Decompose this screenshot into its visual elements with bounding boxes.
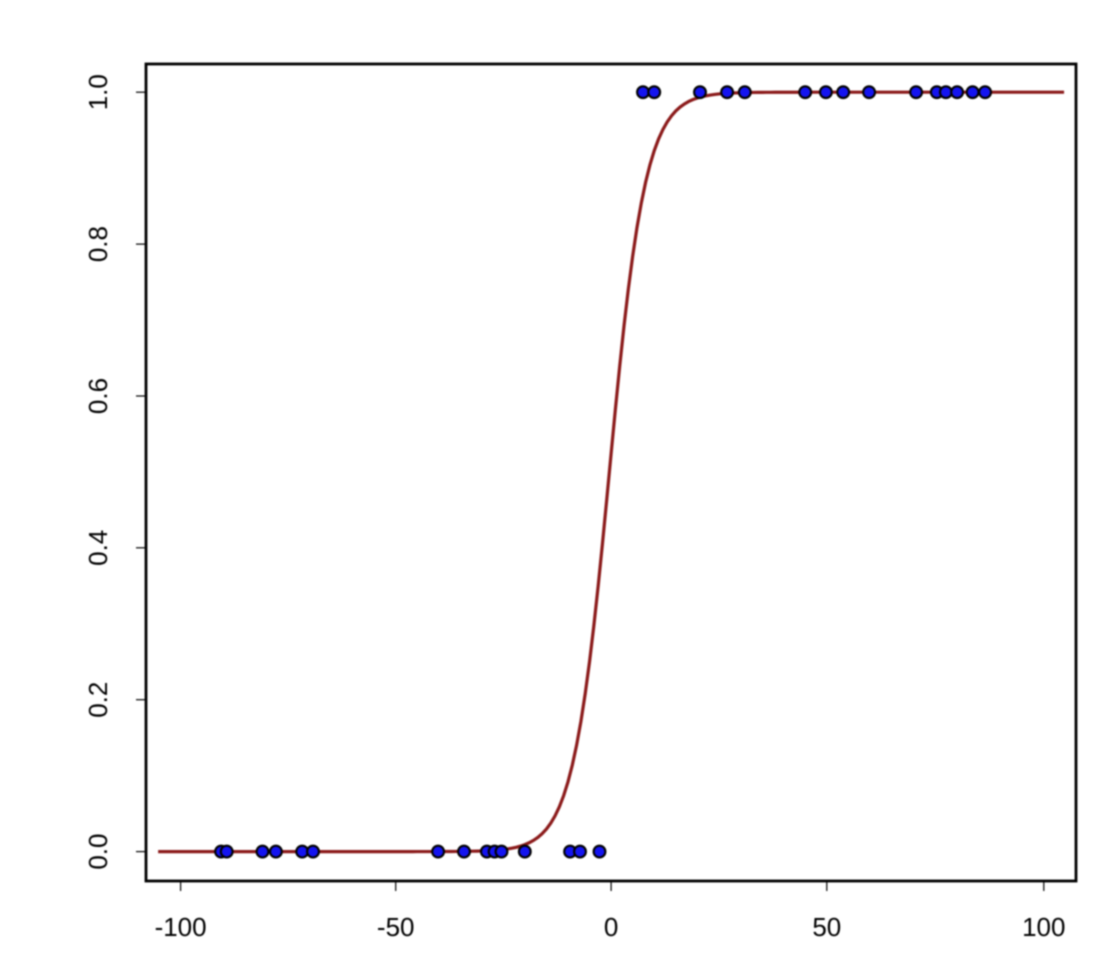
- svg-text:1.0: 1.0: [83, 74, 113, 110]
- svg-text:-100: -100: [155, 912, 207, 942]
- svg-text:0.8: 0.8: [83, 226, 113, 262]
- svg-text:0: 0: [604, 912, 618, 942]
- svg-text:50: 50: [812, 912, 841, 942]
- svg-text:0.6: 0.6: [83, 378, 113, 414]
- svg-text:-50: -50: [377, 912, 415, 942]
- svg-text:0.0: 0.0: [83, 834, 113, 870]
- svg-text:0.2: 0.2: [83, 682, 113, 718]
- svg-text:0.4: 0.4: [83, 530, 113, 566]
- svg-text:100: 100: [1022, 912, 1065, 942]
